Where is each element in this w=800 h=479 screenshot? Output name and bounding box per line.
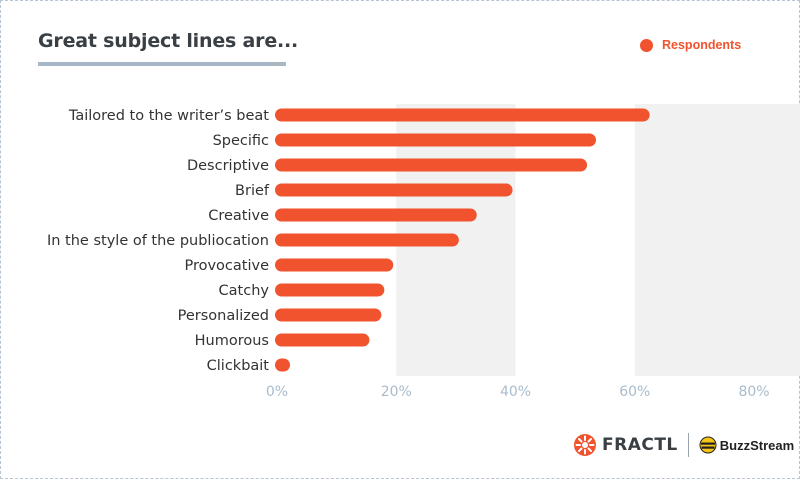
bar: [275, 333, 370, 347]
bar: [275, 283, 385, 297]
category-label: Catchy: [219, 283, 270, 299]
bee-icon: [699, 436, 717, 454]
x-tick-label: 80%: [738, 384, 769, 400]
category-label: Provocative: [184, 258, 269, 274]
title-underline: [38, 62, 286, 66]
bar: [275, 183, 513, 197]
category-label: In the style of the publiocation: [47, 233, 269, 249]
x-tick-label: 40%: [500, 384, 531, 400]
category-label: Tailored to the writer’s beat: [68, 108, 269, 124]
bar: [275, 108, 650, 122]
bar: [275, 208, 477, 222]
footer-logos: FRACTL BuzzStream: [573, 433, 794, 457]
category-label: Clickbait: [207, 358, 270, 374]
category-label: Brief: [235, 183, 270, 199]
category-label: Creative: [208, 208, 269, 224]
category-label: Personalized: [178, 308, 269, 324]
bar: [275, 358, 290, 372]
x-tick-label: 60%: [619, 384, 650, 400]
grid-band: [754, 104, 800, 376]
footer-divider: [687, 433, 689, 457]
bar: [275, 308, 382, 322]
bar: [275, 258, 394, 272]
category-label: Descriptive: [187, 158, 269, 174]
bar: [275, 233, 459, 247]
fractl-logo-icon: [574, 434, 596, 456]
grid-band: [634, 104, 754, 376]
bar: [275, 158, 588, 172]
fractl-logo-text: FRACTL: [602, 435, 678, 455]
legend-label: Respondents: [662, 38, 742, 52]
x-tick-label: 0%: [266, 384, 288, 400]
x-tick-label: 20%: [381, 384, 412, 400]
bar-series: [275, 108, 650, 372]
category-label: Humorous: [195, 333, 269, 349]
bar: [275, 133, 596, 147]
chart-title: Great subject lines are...: [38, 30, 299, 52]
legend: Respondents: [640, 38, 741, 52]
buzzstream-logo-text: BuzzStream: [719, 437, 795, 453]
legend-swatch: [640, 38, 653, 52]
x-tick-labels: 0% 20% 40% 60% 80%: [266, 384, 770, 400]
category-label: Specific: [213, 133, 269, 149]
category-labels: Tailored to the writer’s beat Specific Des…: [47, 108, 270, 374]
